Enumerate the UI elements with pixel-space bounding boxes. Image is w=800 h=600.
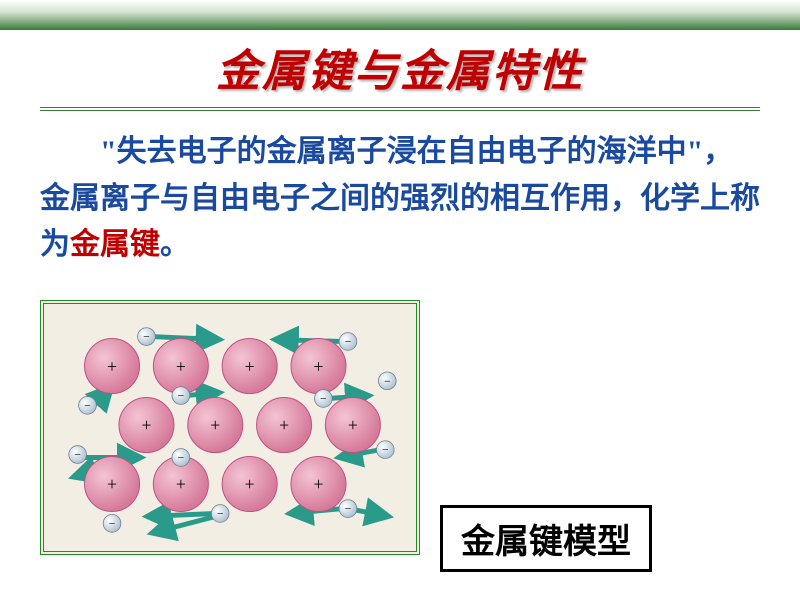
svg-text:−: −	[345, 502, 352, 516]
metallic-bond-diagram: + + + + + + + + + + + + − − − − − − − − − − − −	[52, 312, 408, 543]
svg-text:+: +	[348, 415, 358, 435]
svg-text:+: +	[141, 415, 151, 435]
svg-text:+: +	[176, 356, 186, 376]
svg-text:+: +	[279, 415, 289, 435]
svg-text:−: −	[382, 443, 389, 457]
svg-text:−: −	[345, 335, 352, 349]
body-paragraph: "失去电子的金属离子浸在自由电子的海洋中"，金属离子与自由电子之间的强烈的相互作…	[0, 111, 800, 269]
svg-text:−: −	[84, 399, 91, 413]
diagram-caption: 金属键模型	[461, 524, 631, 561]
svg-text:+: +	[245, 474, 255, 494]
svg-text:−: −	[74, 448, 81, 462]
svg-text:+: +	[313, 474, 323, 494]
svg-text:−: −	[143, 330, 150, 344]
svg-text:+: +	[107, 474, 117, 494]
svg-text:−: −	[384, 374, 391, 388]
header-gradient	[0, 0, 800, 30]
svg-text:+: +	[313, 356, 323, 376]
svg-text:−: −	[109, 516, 116, 530]
svg-text:−: −	[320, 392, 327, 406]
para-part4: 。	[160, 228, 190, 261]
svg-text:−: −	[178, 451, 185, 465]
svg-text:−: −	[217, 507, 224, 521]
svg-text:+: +	[107, 356, 117, 376]
svg-text:−: −	[178, 389, 185, 403]
para-part1: "失去电子的金属离子浸在自由电子的海洋中"，	[100, 135, 733, 168]
title-container: 金属键与金属特性	[0, 35, 800, 111]
svg-text:+: +	[210, 415, 220, 435]
page-title: 金属键与金属特性	[0, 35, 800, 99]
svg-text:+: +	[245, 356, 255, 376]
caption-box: 金属键模型	[440, 505, 652, 572]
svg-text:+: +	[176, 474, 186, 494]
para-red: 金属键	[70, 228, 160, 261]
diagram-container: + + + + + + + + + + + + − − − − − − − − − − − −	[40, 300, 420, 555]
